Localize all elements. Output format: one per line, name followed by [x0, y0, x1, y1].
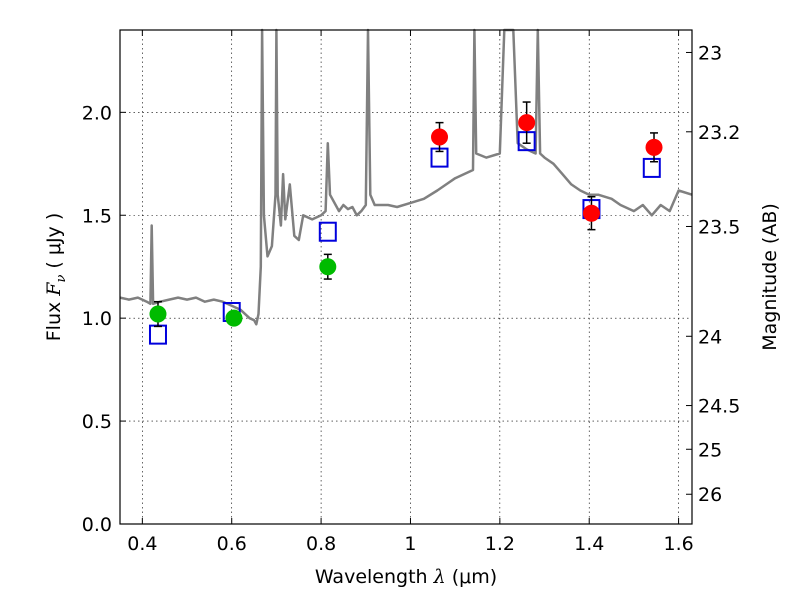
right-tick-label: 23.2 — [698, 122, 740, 144]
right-tick-label: 26 — [698, 484, 722, 506]
y-tick-label: 1.0 — [82, 308, 112, 330]
x-axis-label: Wavelength λ (μm) — [315, 566, 497, 588]
x-tick-label: 0.4 — [127, 533, 157, 555]
data-markers — [148, 101, 663, 345]
right-tick-label: 23 — [698, 42, 722, 64]
y-tick-label: 0.0 — [82, 514, 112, 536]
y-tick-label: 1.5 — [82, 205, 112, 227]
right-tick-label: 24 — [698, 326, 722, 348]
observed-point — [645, 138, 663, 156]
y-tick-label: 0.5 — [82, 411, 112, 433]
data-series — [119, 28, 693, 326]
x-tick-label: 1 — [404, 533, 416, 555]
x-tick-label: 1.6 — [663, 533, 693, 555]
model-photometry-square — [148, 324, 167, 345]
x-tick-label: 1.2 — [485, 533, 515, 555]
y-tick-label: 2.0 — [82, 102, 112, 124]
x-tick-label: 1.4 — [574, 533, 604, 555]
spectrum-line — [119, 28, 693, 326]
right-axis-label: Magnitude (AB) — [759, 203, 781, 351]
x-tick-label: 0.8 — [306, 533, 336, 555]
model-photometry-square — [318, 221, 337, 242]
observed-point — [582, 204, 600, 222]
x-tick-label: 0.6 — [217, 533, 247, 555]
plot-frame — [119, 29, 693, 525]
right-tick-label: 25 — [698, 439, 722, 461]
observed-point — [431, 128, 449, 146]
observed-point — [518, 114, 536, 132]
observed-point — [149, 305, 167, 323]
model-photometry-square — [642, 157, 661, 178]
observed-point — [319, 258, 337, 276]
observed-point — [225, 309, 243, 327]
grid — [120, 30, 692, 525]
axis-ticks: 0.4 0.6 0.8 1 1.2 1.4 1.6 0.0 0.5 1.0 1.5 2.0 23 23.2… — [82, 30, 740, 555]
y-axis-label: Flux Fν ( μJy ) — [43, 213, 69, 342]
right-tick-label: 23.5 — [698, 216, 740, 238]
right-tick-label: 24.5 — [698, 396, 740, 418]
